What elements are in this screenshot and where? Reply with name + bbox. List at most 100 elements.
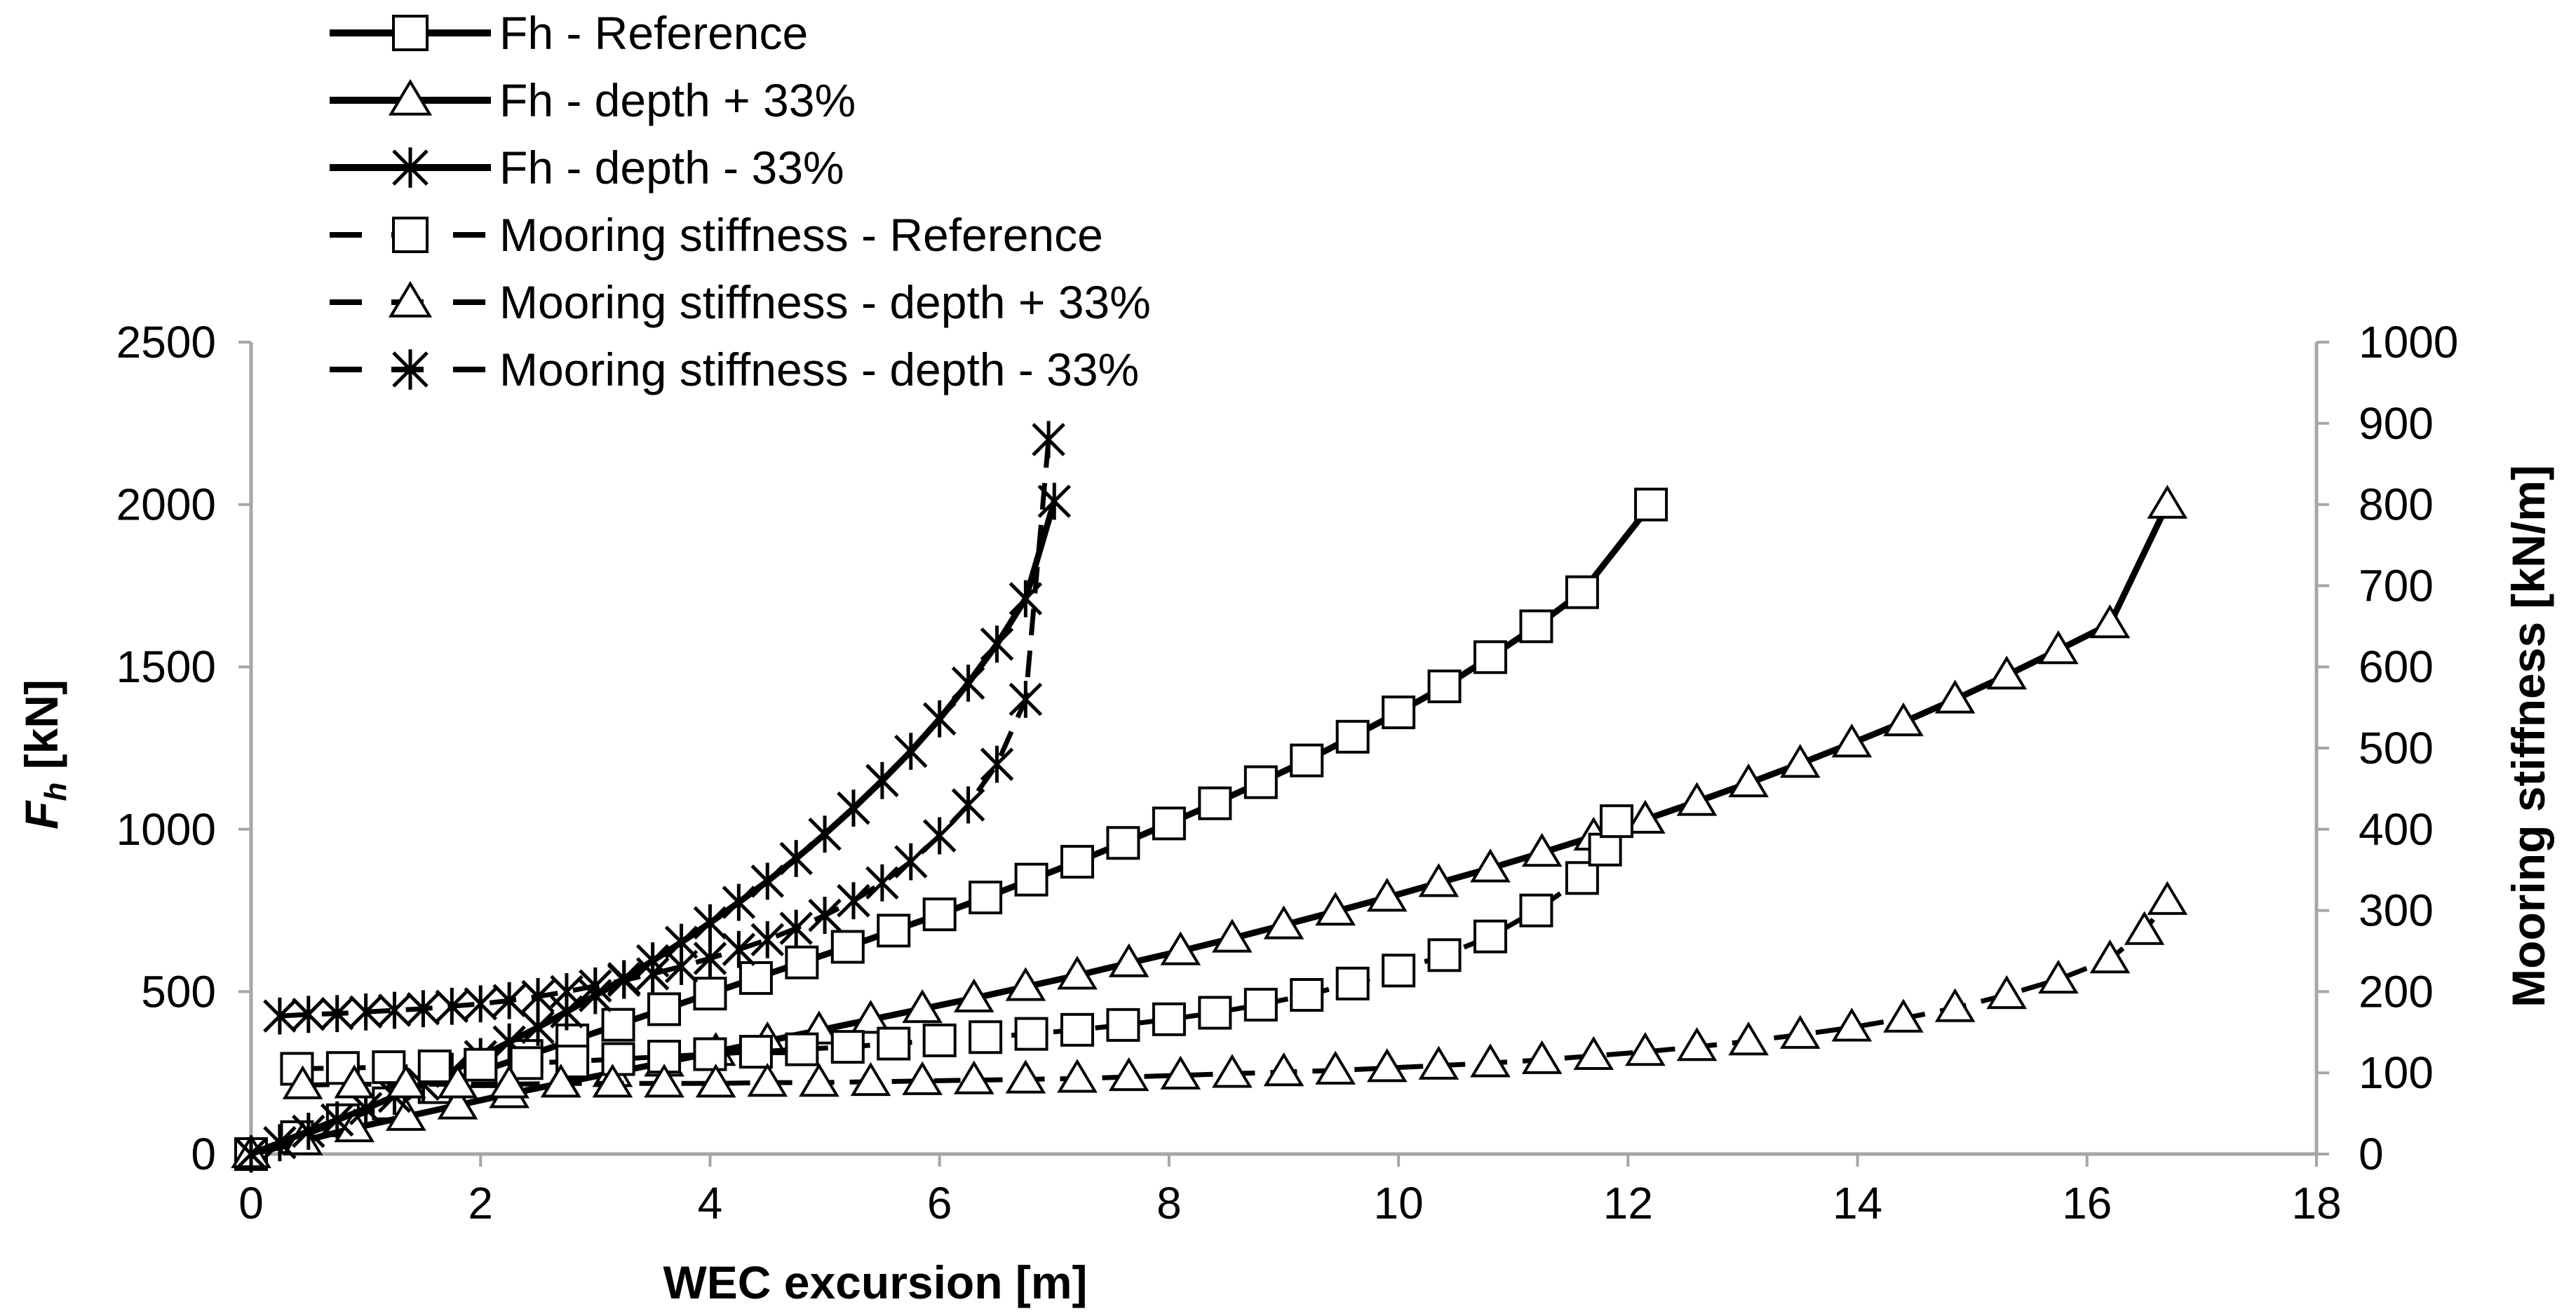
data-point xyxy=(779,909,813,947)
data-point xyxy=(435,987,469,1025)
data-point xyxy=(2089,939,2131,974)
data-point xyxy=(1108,1057,1149,1092)
data-point xyxy=(1315,891,1356,926)
data-point xyxy=(865,864,899,902)
data-point xyxy=(1014,1017,1048,1051)
x-tick-label: 14 xyxy=(1833,1178,1882,1228)
y2-axis-title: Mooring stiffness [kN/m] xyxy=(2502,465,2554,1008)
axes xyxy=(238,341,2329,1167)
y-tick-label: 2000 xyxy=(116,480,216,530)
legend-label: Fh - depth + 33% xyxy=(499,74,856,126)
y2-tick-label: 400 xyxy=(2359,804,2434,855)
data-point xyxy=(1831,723,1873,758)
legend-label: Fh - depth - 33% xyxy=(499,142,844,194)
y2-tick-label: 500 xyxy=(2359,723,2434,773)
data-point xyxy=(1290,743,1324,778)
plot-area xyxy=(231,421,2188,1173)
y-axis-title-main: F xyxy=(15,800,67,829)
y-tick-label: 1000 xyxy=(116,804,216,855)
data-point xyxy=(1263,905,1304,939)
legend-entry-3: Fh - depth - 33% xyxy=(330,142,844,194)
data-point xyxy=(1263,1052,1304,1087)
data-point xyxy=(722,930,756,968)
data-point xyxy=(969,881,1003,915)
data-point xyxy=(1519,893,1553,928)
data-point xyxy=(739,961,773,995)
data-point xyxy=(1366,877,1408,912)
data-point xyxy=(437,1064,478,1099)
data-point xyxy=(1676,1027,1718,1061)
data-point xyxy=(1625,1031,1666,1066)
data-point xyxy=(2124,911,2165,945)
y-tick-label: 0 xyxy=(191,1129,216,1179)
data-point xyxy=(1014,862,1048,897)
data-point xyxy=(1934,679,1976,714)
data-point xyxy=(1634,487,1668,522)
data-point xyxy=(1779,744,1821,778)
data-point xyxy=(644,1064,685,1098)
data-point xyxy=(1418,1045,1459,1080)
data-point xyxy=(850,1000,891,1034)
data-point xyxy=(489,1064,530,1099)
data-point xyxy=(893,843,928,881)
data-point xyxy=(492,982,526,1019)
legend-marker xyxy=(388,79,433,116)
x-tick-label: 16 xyxy=(2062,1178,2112,1228)
data-point xyxy=(785,945,819,979)
data-point xyxy=(1212,1054,1253,1088)
data-point xyxy=(830,1030,865,1064)
data-point xyxy=(953,978,994,1012)
series-line xyxy=(297,820,1619,1071)
data-point xyxy=(785,1032,819,1066)
data-point xyxy=(693,977,727,1011)
data-point xyxy=(922,897,957,932)
data-point xyxy=(808,897,842,934)
data-point xyxy=(349,993,383,1031)
data-point xyxy=(464,1047,498,1082)
data-point xyxy=(1335,719,1370,754)
data-point xyxy=(1005,967,1046,1001)
data-point xyxy=(877,914,911,948)
legend-label: Mooring stiffness - depth + 33% xyxy=(499,276,1151,328)
legend-entry-5: Mooring stiffness - depth + 33% xyxy=(330,276,1151,328)
data-point xyxy=(747,1062,788,1097)
y2-tick-label: 200 xyxy=(2359,966,2434,1017)
y2-tick-label: 600 xyxy=(2359,642,2434,692)
data-point xyxy=(850,1061,891,1097)
data-point xyxy=(980,625,1014,663)
data-point xyxy=(902,989,943,1024)
data-point xyxy=(464,985,497,1023)
tick-labels: 0 2 4 6 8 10 12 14 16 18 0 500 1000 1500 2000 2500 0 100 2… xyxy=(116,317,2459,1228)
data-point xyxy=(922,817,957,855)
data-point xyxy=(1106,826,1140,860)
legend: Fh - Reference Fh - depth + 33% Fh - depth… xyxy=(330,7,1151,395)
data-point xyxy=(1831,1008,1873,1042)
y2-tick-label: 900 xyxy=(2359,398,2434,449)
data-point xyxy=(1883,998,1924,1033)
data-point xyxy=(292,996,325,1033)
data-point xyxy=(1427,938,1462,972)
data-point xyxy=(1418,863,1459,897)
x-tick-label: 12 xyxy=(1603,1178,1653,1228)
data-point xyxy=(1519,609,1553,644)
data-point xyxy=(1160,931,1201,965)
x-tick-label: 0 xyxy=(238,1178,264,1228)
legend-label: Mooring stiffness - Reference xyxy=(499,209,1103,261)
data-point xyxy=(893,733,928,771)
data-point xyxy=(969,1020,1003,1054)
data-point xyxy=(647,992,681,1026)
data-point xyxy=(406,990,440,1028)
data-point xyxy=(1676,782,1718,816)
data-point xyxy=(1106,1008,1140,1042)
y2-tick-label: 0 xyxy=(2359,1129,2384,1179)
data-point xyxy=(1779,1015,1821,1049)
data-point xyxy=(922,1023,957,1057)
data-point xyxy=(722,883,756,921)
data-point xyxy=(1521,1040,1563,1074)
data-point xyxy=(1427,669,1462,703)
data-point xyxy=(1883,702,1924,737)
legend-marker xyxy=(392,349,429,390)
data-point xyxy=(263,1124,297,1162)
series-5 xyxy=(282,881,2188,1099)
